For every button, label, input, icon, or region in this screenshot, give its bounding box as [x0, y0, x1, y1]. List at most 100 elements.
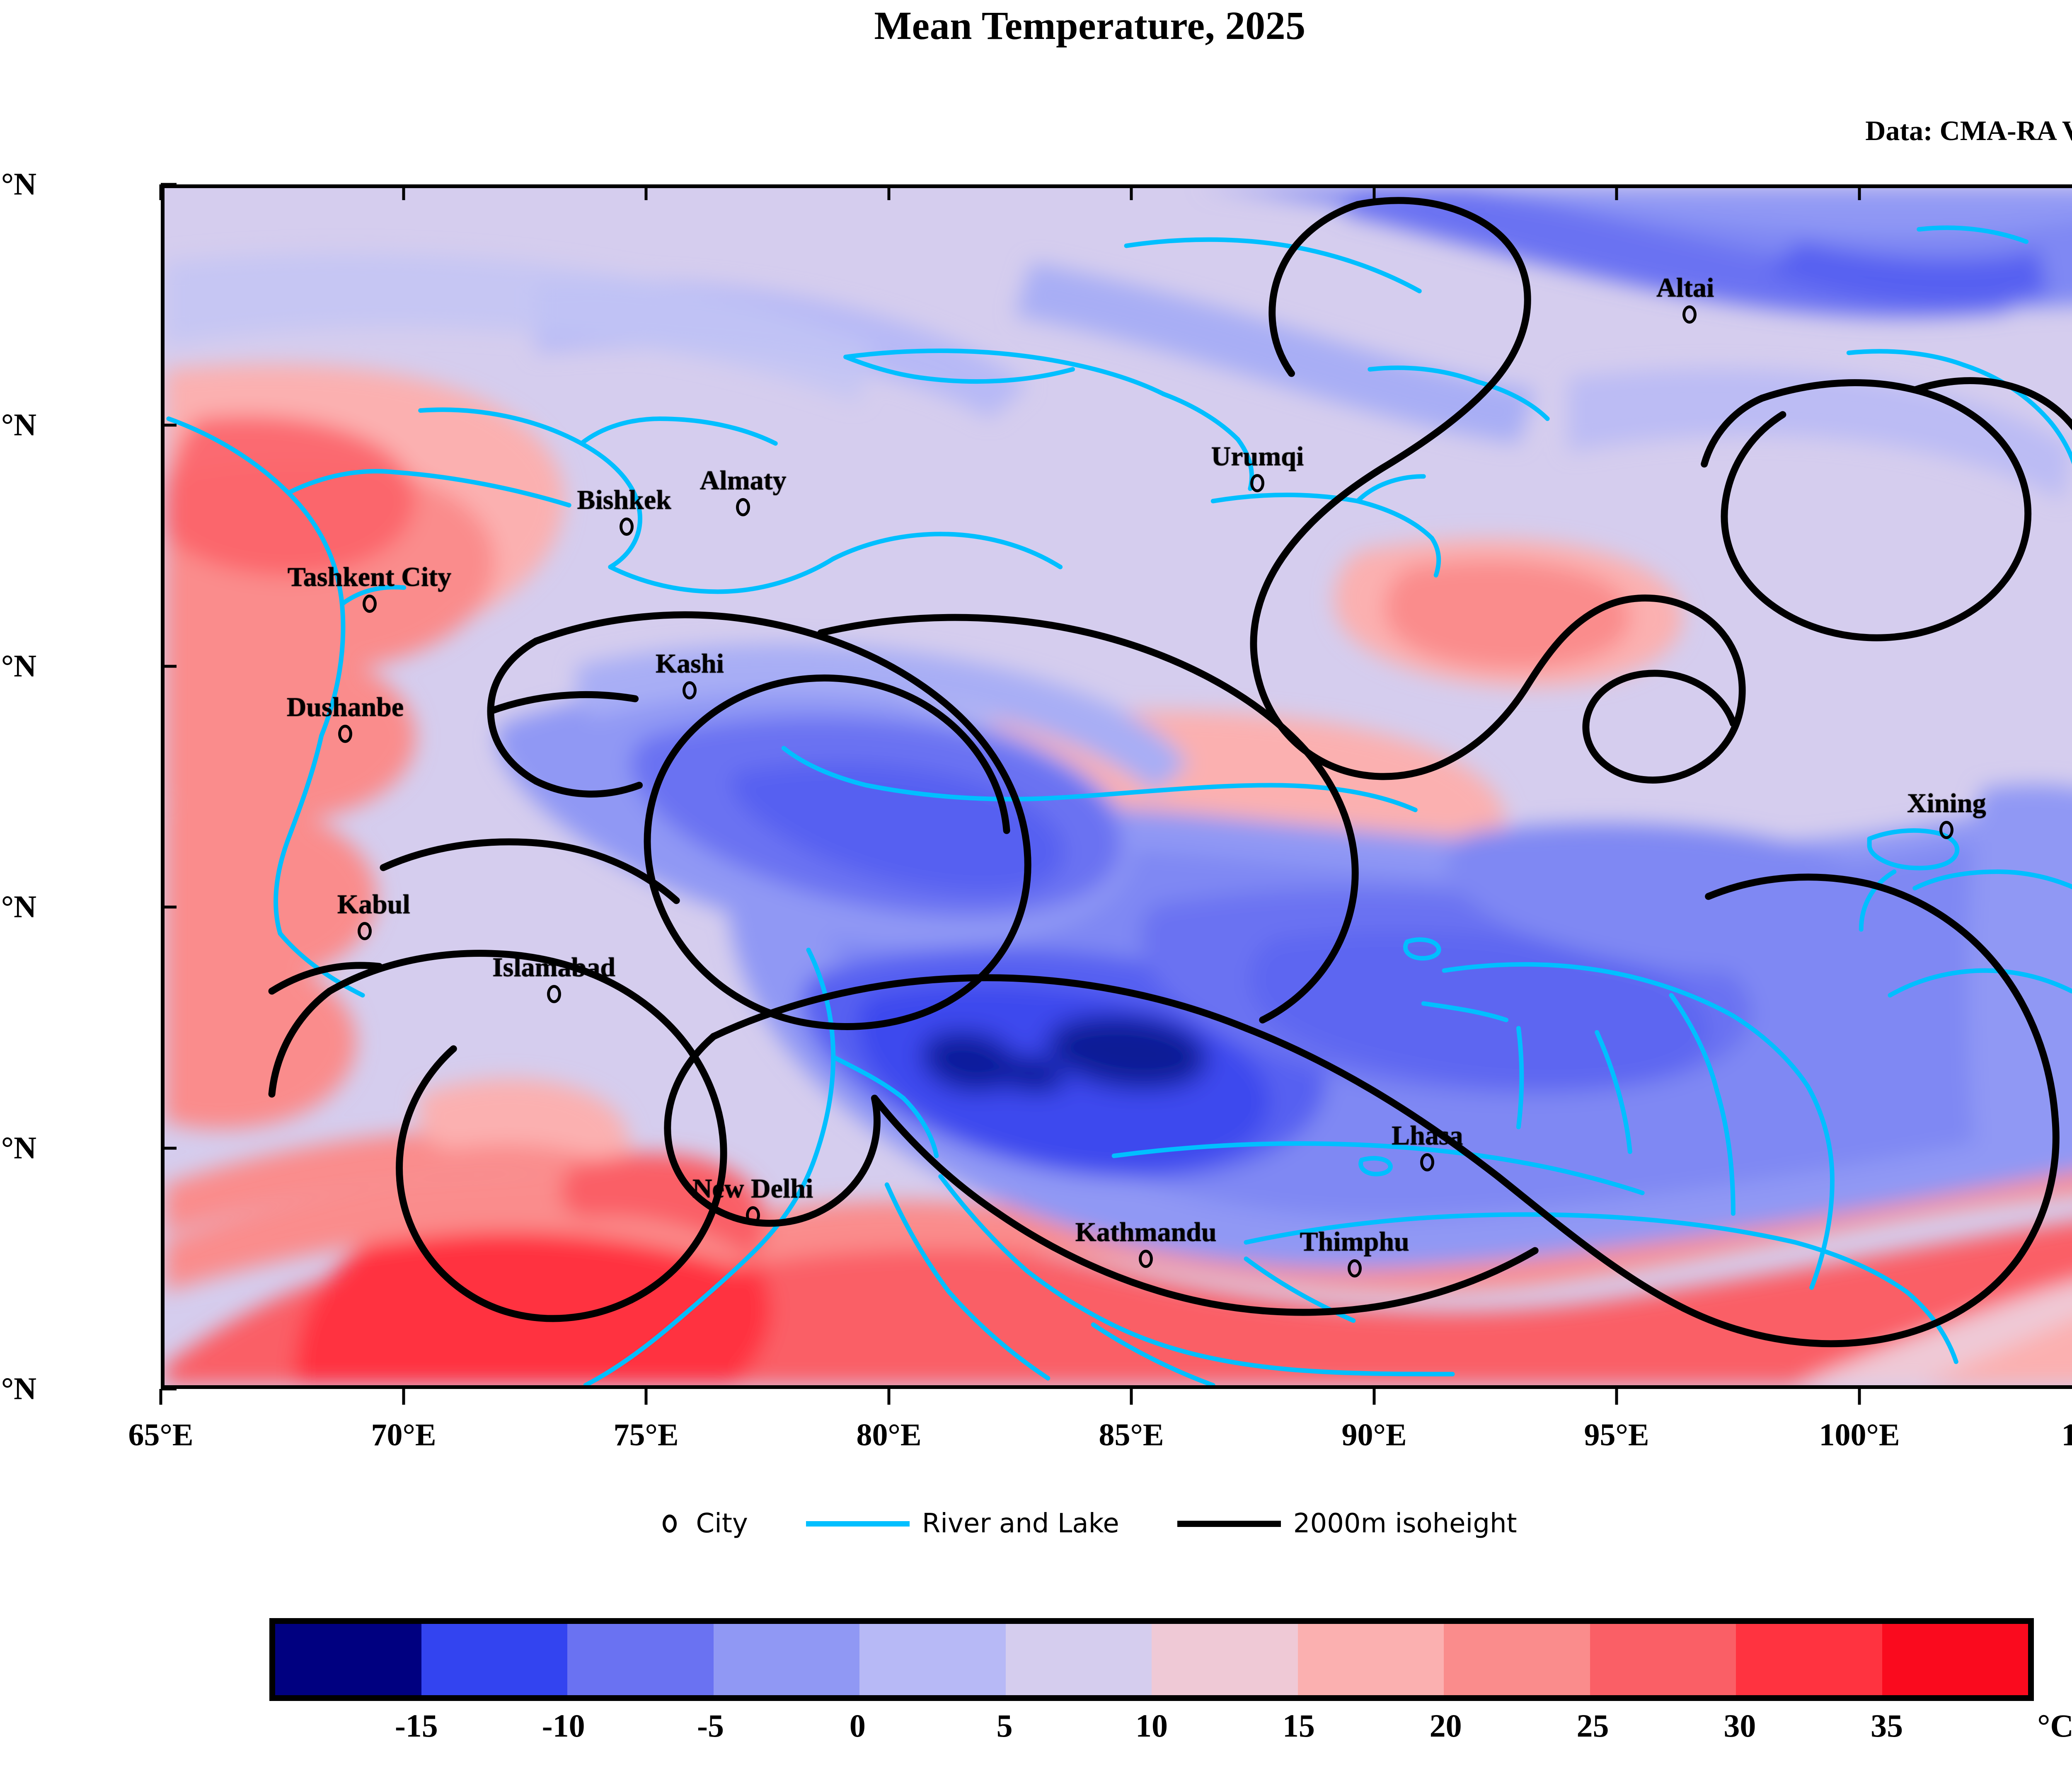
city-marker-altai[interactable]	[1682, 305, 1697, 324]
colorbar-tick--10: -10	[542, 1708, 585, 1744]
city-marker-lhasa[interactable]	[1420, 1153, 1435, 1172]
y-axis-label-45N: 45°N	[0, 407, 36, 443]
x-axis-label-85E: 85°E	[1099, 1418, 1164, 1452]
x-axis-tick	[1858, 184, 1861, 200]
colorbar-tick-35: 35	[1871, 1708, 1903, 1744]
city-label-kathmandu: Kathmandu	[1075, 1217, 1217, 1248]
city-label-altai: Altai	[1656, 272, 1714, 303]
temperature-contour-map	[165, 188, 2072, 1385]
page-title: Mean Temperature, 2025	[874, 3, 1306, 48]
x-axis-label-105E: 105°E	[2061, 1418, 2072, 1452]
city-label-dushanbe: Dushanbe	[286, 692, 404, 722]
legend-label-city: City	[696, 1508, 748, 1539]
x-axis-tick	[1858, 1389, 1861, 1405]
legend-label-river-and-lake: River and Lake	[922, 1508, 1119, 1539]
city-marker-kathmandu[interactable]	[1139, 1250, 1153, 1268]
x-axis-tick	[159, 1389, 162, 1405]
colorbar-band-9	[1590, 1624, 1736, 1695]
x-axis-tick	[402, 184, 405, 200]
y-axis-label-35N: 35°N	[0, 889, 36, 924]
y-axis-tick	[161, 665, 177, 668]
city-marker-bishkek[interactable]	[620, 517, 634, 536]
city-label-kashi: Kashi	[655, 648, 724, 679]
colorbar-band-7	[1297, 1624, 1444, 1695]
x-axis-tick	[887, 184, 891, 200]
colorbar-band-1	[421, 1624, 567, 1695]
x-axis-label-80E: 80°E	[856, 1418, 922, 1452]
x-axis-tick	[644, 1389, 648, 1405]
x-axis-label-75E: 75°E	[613, 1418, 679, 1452]
x-axis-label-95E: 95°E	[1584, 1418, 1649, 1452]
y-axis-label-25N: 25°N	[0, 1371, 36, 1406]
city-label-kabul: Kabul	[337, 889, 410, 920]
x-axis-tick	[887, 1389, 891, 1405]
x-axis-tick	[1130, 1389, 1133, 1405]
colorbar-band-2	[567, 1624, 714, 1695]
colorbar-band-4	[859, 1624, 1006, 1695]
colorbar-band-3	[713, 1624, 859, 1695]
city-label-lhasa: Lhasa	[1392, 1120, 1463, 1151]
x-axis-tick	[1130, 184, 1133, 200]
colorbar-band-6	[1152, 1624, 1298, 1695]
x-axis-tick	[1615, 1389, 1618, 1405]
city-label-urumqi: Urumqi	[1211, 441, 1304, 472]
temperature-colorbar[interactable]	[269, 1618, 2034, 1701]
city-marker-dushanbe[interactable]	[338, 724, 352, 743]
map-plot-area[interactable]	[161, 184, 2072, 1389]
city-label-thimphu: Thimphu	[1300, 1227, 1409, 1257]
y-axis-label-50N: 50°N	[0, 167, 36, 202]
y-axis-label-40N: 40°N	[0, 648, 36, 684]
city-marker-islamabad[interactable]	[547, 985, 561, 1003]
legend-item-city: City	[663, 1508, 748, 1539]
x-axis-tick	[644, 184, 648, 200]
city-marker-new-delhi[interactable]	[746, 1206, 760, 1225]
colorbar-tick-0: 0	[849, 1708, 866, 1744]
x-axis-label-70E: 70°E	[371, 1418, 436, 1452]
city-marker-kashi[interactable]	[683, 681, 697, 699]
colorbar-band-5	[1005, 1624, 1152, 1695]
x-axis-tick	[1615, 184, 1618, 200]
city-marker-xining[interactable]	[1939, 821, 1954, 840]
y-axis-tick	[161, 1387, 177, 1391]
x-axis-tick	[159, 184, 162, 200]
map-legend: City River and Lake 2000m isoheight	[0, 1508, 2072, 1539]
colorbar-tick--5: -5	[697, 1708, 724, 1744]
colorbar-tick-10: 10	[1135, 1708, 1168, 1744]
colorbar-tick-5: 5	[996, 1708, 1013, 1744]
city-marker-icon	[663, 1515, 677, 1533]
city-label-almaty: Almaty	[700, 465, 787, 496]
y-axis-label-30N: 30°N	[0, 1130, 36, 1166]
y-axis-tick	[161, 183, 177, 186]
x-axis-tick	[402, 1389, 405, 1405]
isoheight-line-icon	[1177, 1520, 1281, 1527]
legend-item-isoheight: 2000m isoheight	[1177, 1508, 1517, 1539]
colorbar-tick-30: 30	[1723, 1708, 1756, 1744]
city-marker-almaty[interactable]	[736, 498, 750, 517]
city-label-tashkent-city: Tashkent City	[287, 561, 452, 592]
city-marker-kabul[interactable]	[357, 922, 372, 941]
x-axis-tick	[1372, 1389, 1376, 1405]
river-line-icon	[806, 1521, 910, 1527]
colorbar-tick-25: 25	[1576, 1708, 1609, 1744]
colorbar-tick-labels: -15 -10 -5 0 5 10 15 20 25 30 35	[269, 1707, 2034, 1753]
city-label-new-delhi: New Delhi	[692, 1173, 813, 1204]
legend-item-river-and-lake: River and Lake	[806, 1508, 1119, 1539]
city-marker-tashkent-city[interactable]	[362, 594, 377, 613]
river-and-lake-layer	[166, 225, 2072, 1385]
legend-label-isoheight: 2000m isoheight	[1293, 1508, 1517, 1539]
y-axis-tick	[161, 423, 177, 427]
x-axis-label-100E: 100°E	[1819, 1418, 1900, 1452]
city-label-islamabad: Islamabad	[492, 952, 616, 982]
city-marker-thimphu[interactable]	[1347, 1259, 1362, 1278]
city-label-xining: Xining	[1907, 788, 1986, 819]
colorbar-band-11	[1882, 1624, 2028, 1695]
y-axis-tick	[161, 1147, 177, 1150]
colorbar-band-8	[1444, 1624, 1590, 1695]
city-marker-urumqi[interactable]	[1250, 474, 1265, 492]
colorbar-unit-label: °C	[2037, 1708, 2072, 1744]
y-axis-tick	[161, 905, 177, 909]
data-source-attribution: Data: CMA-RA V1.5	[1865, 115, 2072, 146]
x-axis-label-65E: 65°E	[128, 1418, 194, 1452]
colorbar-band-10	[1736, 1624, 1882, 1695]
x-axis-tick	[1372, 184, 1376, 200]
